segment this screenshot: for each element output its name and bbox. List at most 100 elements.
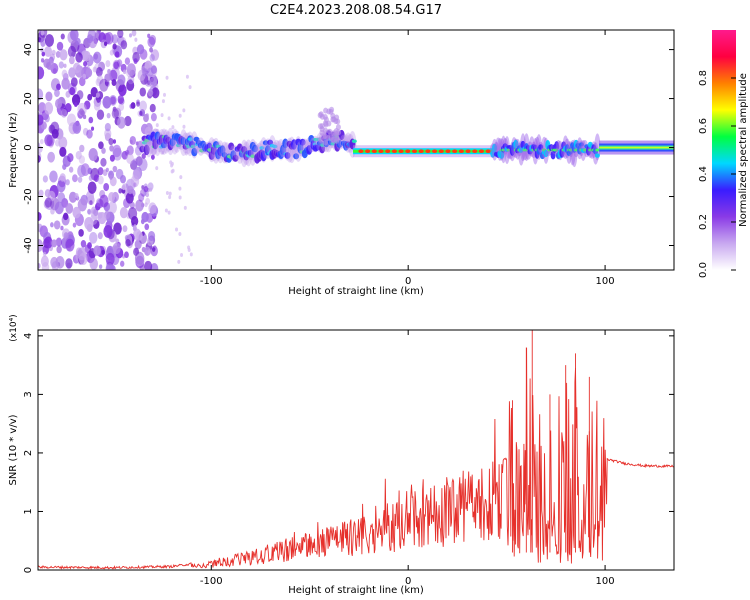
noise-blob (50, 121, 60, 135)
noise-blob (178, 195, 182, 200)
snr-panel: -100 0 100 0 1 2 3 4 Height of straight line (… (8, 314, 675, 596)
noise-blob (38, 189, 44, 197)
noise-blob (60, 108, 68, 118)
noise-blob (99, 78, 109, 92)
noise-blob (127, 207, 138, 220)
noise-blob (135, 199, 144, 212)
noise-blob (150, 49, 160, 61)
noise-blob (124, 251, 129, 259)
noise-blob (38, 142, 41, 148)
noise-blob (141, 153, 146, 160)
noise-blob (40, 38, 47, 47)
noise-blob (72, 206, 81, 219)
noise-blob (105, 80, 111, 87)
noisy-highlight (501, 148, 506, 152)
band-core (232, 154, 239, 162)
noise-blob (44, 197, 52, 208)
colorbar: 0.0 0.2 0.4 0.6 0.8 Normalized spectral ampl… (698, 30, 749, 278)
band-core (180, 137, 187, 146)
noise-blob (42, 175, 48, 183)
noise-blob (112, 43, 117, 50)
noise-blob (87, 194, 95, 206)
narrow-line-peak (358, 149, 364, 154)
noise-blob (143, 185, 149, 193)
band-core (191, 147, 198, 157)
noise-blob (117, 30, 124, 39)
noise-blob (135, 253, 145, 267)
noise-blob (38, 114, 44, 126)
noise-blob (38, 102, 47, 114)
noise-blob (44, 34, 55, 47)
noise-blob (151, 247, 156, 252)
noise-blob (124, 234, 129, 241)
noise-blob (72, 62, 81, 74)
noise-blob (117, 74, 126, 86)
noise-blob (109, 69, 118, 82)
colorbar-ticks: 0.0 0.2 0.4 0.6 0.8 (698, 70, 736, 278)
noisy-core (543, 149, 549, 158)
noise-blob (92, 51, 102, 64)
noise-blob (44, 101, 54, 115)
narrow-line-peak (425, 149, 431, 154)
noise-blob (118, 188, 123, 194)
noise-blob (40, 30, 45, 36)
noise-blob (50, 208, 55, 215)
noise-blob (67, 82, 77, 96)
y-tick-label: -40 (23, 237, 34, 253)
noise-blob (88, 175, 93, 181)
noise-blob (124, 115, 132, 127)
noise-blob (120, 175, 127, 184)
narrow-line-peak (465, 149, 471, 154)
noise-blob (70, 30, 79, 41)
noise-blob (126, 63, 136, 76)
noise-blob (104, 32, 114, 45)
noise-blob (53, 220, 61, 230)
noise-blob (51, 239, 58, 248)
branch-blob (328, 108, 334, 115)
noise-blob (99, 264, 103, 269)
band-core (143, 144, 150, 156)
noise-blob (93, 245, 101, 256)
noise-blob (44, 236, 53, 249)
noise-blob (96, 75, 104, 85)
noise-blob (75, 150, 82, 160)
noise-blob (45, 91, 53, 102)
noise-blob (109, 174, 113, 180)
noise-blob (82, 114, 87, 120)
snr-frame (37, 329, 675, 571)
noise-blob (149, 187, 153, 192)
noise-blob (139, 100, 148, 112)
noise-blob (89, 200, 93, 205)
noise-blob (38, 262, 41, 269)
noise-blob (54, 139, 61, 147)
noise-blob (97, 175, 104, 185)
noise-blob (77, 176, 83, 183)
noisy-halo (544, 150, 551, 157)
noise-blob (168, 195, 172, 200)
noise-blob (95, 202, 101, 211)
noise-blob (95, 92, 100, 98)
noise-blob (62, 163, 67, 170)
band-core (306, 145, 313, 155)
noise-blob (187, 248, 191, 253)
narrow-line-peak (438, 149, 444, 154)
noise-blob (106, 112, 111, 119)
noise-blob (108, 191, 116, 202)
noise-blob (133, 58, 138, 64)
narrow-line-peak (445, 149, 451, 154)
noisy-core (538, 144, 544, 150)
noise-blob (55, 237, 63, 247)
noise-blob (141, 211, 149, 223)
noise-blob (81, 50, 89, 61)
branch-blob (322, 139, 328, 146)
spectrogram-x-label: Height of straight line (km) (288, 286, 424, 297)
noise-blob (179, 175, 183, 180)
noise-blob (129, 135, 137, 145)
noisy-core (578, 142, 584, 147)
noise-blob (88, 148, 98, 162)
noise-blob (188, 85, 192, 90)
noise-blob (68, 56, 75, 65)
noise-blob (182, 108, 186, 113)
band-core (293, 153, 300, 160)
